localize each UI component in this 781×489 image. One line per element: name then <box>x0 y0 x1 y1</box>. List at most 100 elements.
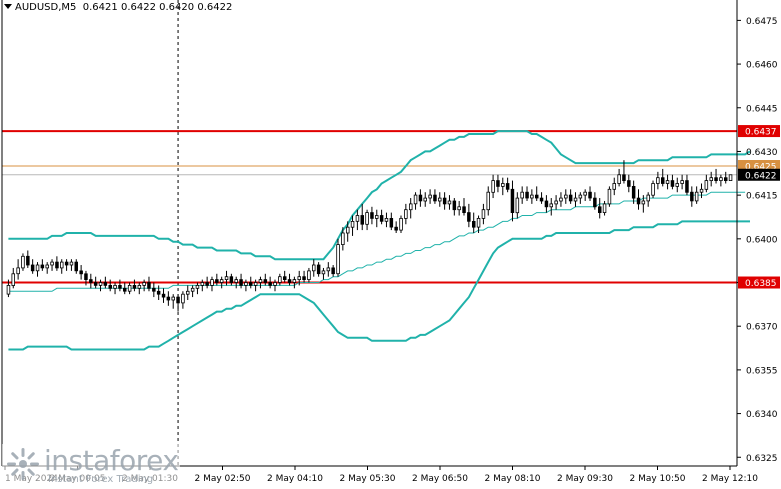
candle-body-up <box>45 264 50 269</box>
candle-body-down <box>496 180 500 187</box>
candle-body-down <box>714 177 718 181</box>
candle <box>181 291 185 309</box>
candle-body-down <box>268 282 272 286</box>
candle <box>481 203 486 225</box>
candle-body-up <box>656 177 660 184</box>
candle <box>593 192 597 210</box>
candle <box>598 198 602 219</box>
candle <box>326 262 331 277</box>
candle-body-up <box>355 215 360 222</box>
candle-body-up <box>578 194 583 199</box>
level-price-tag: 0.6425 <box>745 163 777 173</box>
x-tick-label: 2 May 06:50 <box>412 474 468 484</box>
candle <box>641 195 646 213</box>
candle <box>471 212 476 233</box>
candle <box>35 262 40 277</box>
x-tick-label: 2 May 10:50 <box>630 474 686 484</box>
candle <box>219 276 224 289</box>
candle-body-up <box>210 279 214 286</box>
candle <box>50 259 54 271</box>
candle <box>408 198 413 219</box>
candle <box>714 168 718 184</box>
candle <box>694 186 699 204</box>
candle <box>89 273 93 289</box>
candle <box>200 279 205 292</box>
candle-body-down <box>622 174 626 182</box>
y-tick-label: 0.6325 <box>746 454 778 464</box>
y-tick-label: 0.6355 <box>746 366 778 376</box>
candle-body-up <box>244 282 248 286</box>
candle-body-down <box>593 197 597 208</box>
candle-body-down <box>525 191 529 199</box>
candle <box>413 192 418 210</box>
candle-body-up <box>50 261 54 266</box>
candle <box>486 186 490 216</box>
candle-body-down <box>239 279 243 286</box>
candle <box>423 192 427 207</box>
candle-body-up <box>307 270 311 280</box>
candle-body-down <box>690 191 694 202</box>
candle-body-down <box>229 276 234 283</box>
candle-body-up <box>142 282 146 286</box>
candle <box>467 203 471 228</box>
candle-body-down <box>93 282 98 286</box>
candle-body-up <box>423 197 427 202</box>
candle-body-down <box>205 282 209 286</box>
candle <box>607 186 612 207</box>
candle <box>539 192 544 204</box>
candle <box>316 262 321 277</box>
candle <box>704 174 709 193</box>
candle <box>248 276 253 289</box>
candle-body-up <box>98 282 103 286</box>
candle-body-up <box>224 276 229 281</box>
dropdown-triangle-icon[interactable] <box>4 4 12 9</box>
candle-body-up <box>612 183 617 190</box>
candle-body-up <box>408 203 413 211</box>
candle-body-up <box>486 191 490 211</box>
candle-body-up <box>374 215 379 219</box>
candle-body-down <box>379 215 384 222</box>
y-tick-label: 0.6430 <box>746 148 778 158</box>
candle <box>437 192 442 207</box>
candle-body-up <box>200 282 205 286</box>
candle <box>564 189 568 204</box>
candle-body-down <box>505 183 510 190</box>
candle-body-up <box>311 264 316 272</box>
candle <box>253 279 258 292</box>
candle-body-up <box>336 244 340 275</box>
candle <box>544 195 549 213</box>
candle <box>404 203 408 225</box>
candle-body-up <box>127 284 132 292</box>
candle-body-down <box>176 296 180 304</box>
candle-body-down <box>263 279 268 283</box>
candle-body-down <box>282 276 287 281</box>
candle-body-down <box>26 255 30 266</box>
candle <box>661 168 665 187</box>
candle-body-down <box>418 194 423 202</box>
candle <box>64 259 69 271</box>
candle <box>656 171 660 190</box>
ohlc-low: 0.6420 <box>159 2 195 13</box>
candle-body-up <box>413 194 418 205</box>
candle-body-down <box>287 279 292 283</box>
candle <box>384 212 389 228</box>
candle-body-down <box>84 273 88 280</box>
candle-body-up <box>35 264 40 272</box>
candle-body-down <box>510 188 515 214</box>
candle <box>530 189 534 204</box>
candle-body-down <box>544 200 549 208</box>
candle <box>462 198 466 216</box>
candle <box>26 250 30 268</box>
candle <box>442 192 447 210</box>
candle-body-up <box>476 217 481 228</box>
candle <box>505 177 510 193</box>
y-tick-label: 0.6475 <box>746 17 778 27</box>
candle <box>631 180 636 204</box>
candle-body-up <box>699 188 704 193</box>
candle <box>418 189 423 207</box>
candle-body-down <box>462 206 466 214</box>
ohlc-open: 0.6421 <box>82 2 118 13</box>
candle-body-up <box>384 217 389 222</box>
candle-body-up <box>171 296 175 301</box>
